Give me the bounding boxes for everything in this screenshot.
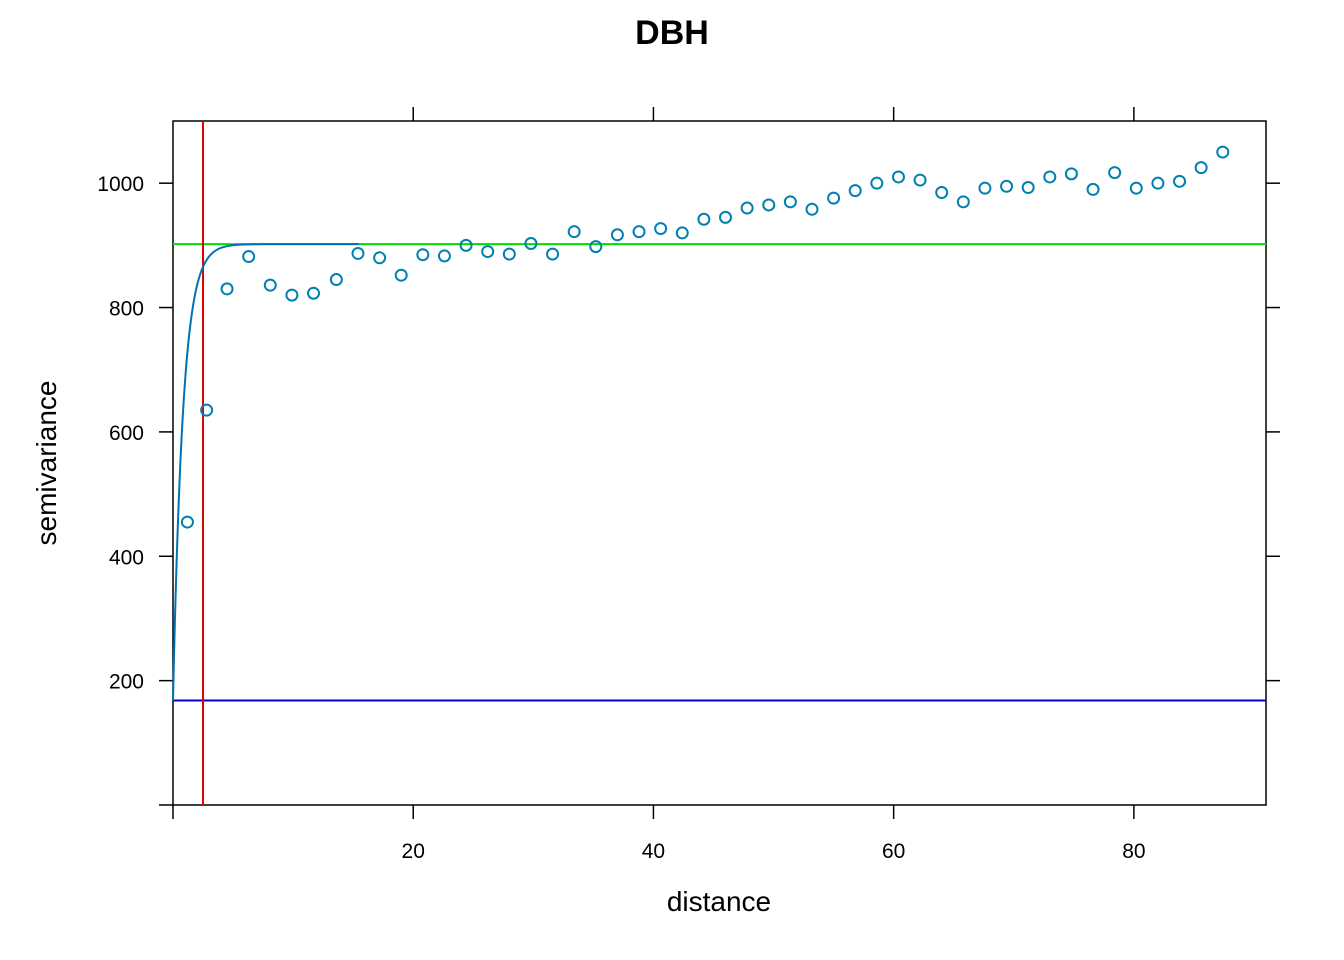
data-point [913, 173, 927, 187]
data-point [263, 278, 277, 292]
x-axis-label: distance [667, 886, 771, 917]
x-tick-label: 80 [1122, 840, 1145, 863]
y-tick-label: 400 [109, 546, 144, 569]
y-axis-label: semivariance [31, 381, 62, 546]
data-point [180, 515, 194, 529]
data-point [459, 238, 473, 252]
data-point [632, 225, 646, 239]
data-point [394, 268, 408, 282]
data-point [762, 198, 776, 212]
data-point [978, 181, 992, 195]
data-point [1216, 145, 1230, 159]
x-tick-label: 40 [642, 840, 665, 863]
data-points [180, 145, 1230, 529]
x-tick-label: 60 [882, 840, 905, 863]
data-point [567, 225, 581, 239]
data-point [1194, 161, 1208, 175]
data-point [502, 247, 516, 261]
data-point [1043, 170, 1057, 184]
data-point [870, 176, 884, 190]
data-point [285, 288, 299, 302]
data-point [1173, 174, 1187, 188]
axis-ticks: 20 40 60 80 200 400 600 800 1000 [97, 107, 1280, 863]
data-point [1151, 176, 1165, 190]
data-point [589, 240, 603, 254]
data-point [848, 184, 862, 198]
data-point [1086, 182, 1100, 196]
data-point [373, 251, 387, 265]
data-point [805, 202, 819, 216]
chart-title: DBH [635, 14, 709, 52]
data-point [1108, 166, 1122, 180]
data-point [200, 403, 214, 417]
data-point [1021, 181, 1035, 195]
data-point [654, 222, 668, 236]
data-point [675, 226, 689, 240]
model-curve [172, 243, 360, 701]
y-tick-label: 1000 [97, 173, 144, 196]
data-point [783, 195, 797, 209]
data-point [220, 282, 234, 296]
data-point [351, 246, 365, 260]
data-point [242, 250, 256, 264]
plot-frame [172, 120, 1267, 806]
data-point [697, 212, 711, 226]
y-tick-label: 800 [109, 298, 144, 321]
data-point [437, 249, 451, 263]
data-point [329, 273, 343, 287]
data-point [827, 191, 841, 205]
data-point [481, 245, 495, 259]
data-point [719, 210, 733, 224]
data-point [610, 228, 624, 242]
data-point [307, 286, 321, 300]
data-point [740, 201, 754, 215]
y-tick-label: 200 [109, 671, 144, 694]
data-point [416, 248, 430, 262]
data-point [1000, 179, 1014, 193]
reference-lines [173, 121, 1266, 805]
data-point [1064, 167, 1078, 181]
x-tick-label: 20 [402, 840, 425, 863]
model-curve-group [172, 243, 360, 701]
data-point [935, 186, 949, 200]
data-point [524, 237, 538, 250]
y-tick-label: 600 [109, 422, 144, 445]
data-point [891, 170, 905, 184]
data-point [956, 195, 970, 209]
data-point [1129, 181, 1143, 195]
data-point [546, 247, 560, 261]
